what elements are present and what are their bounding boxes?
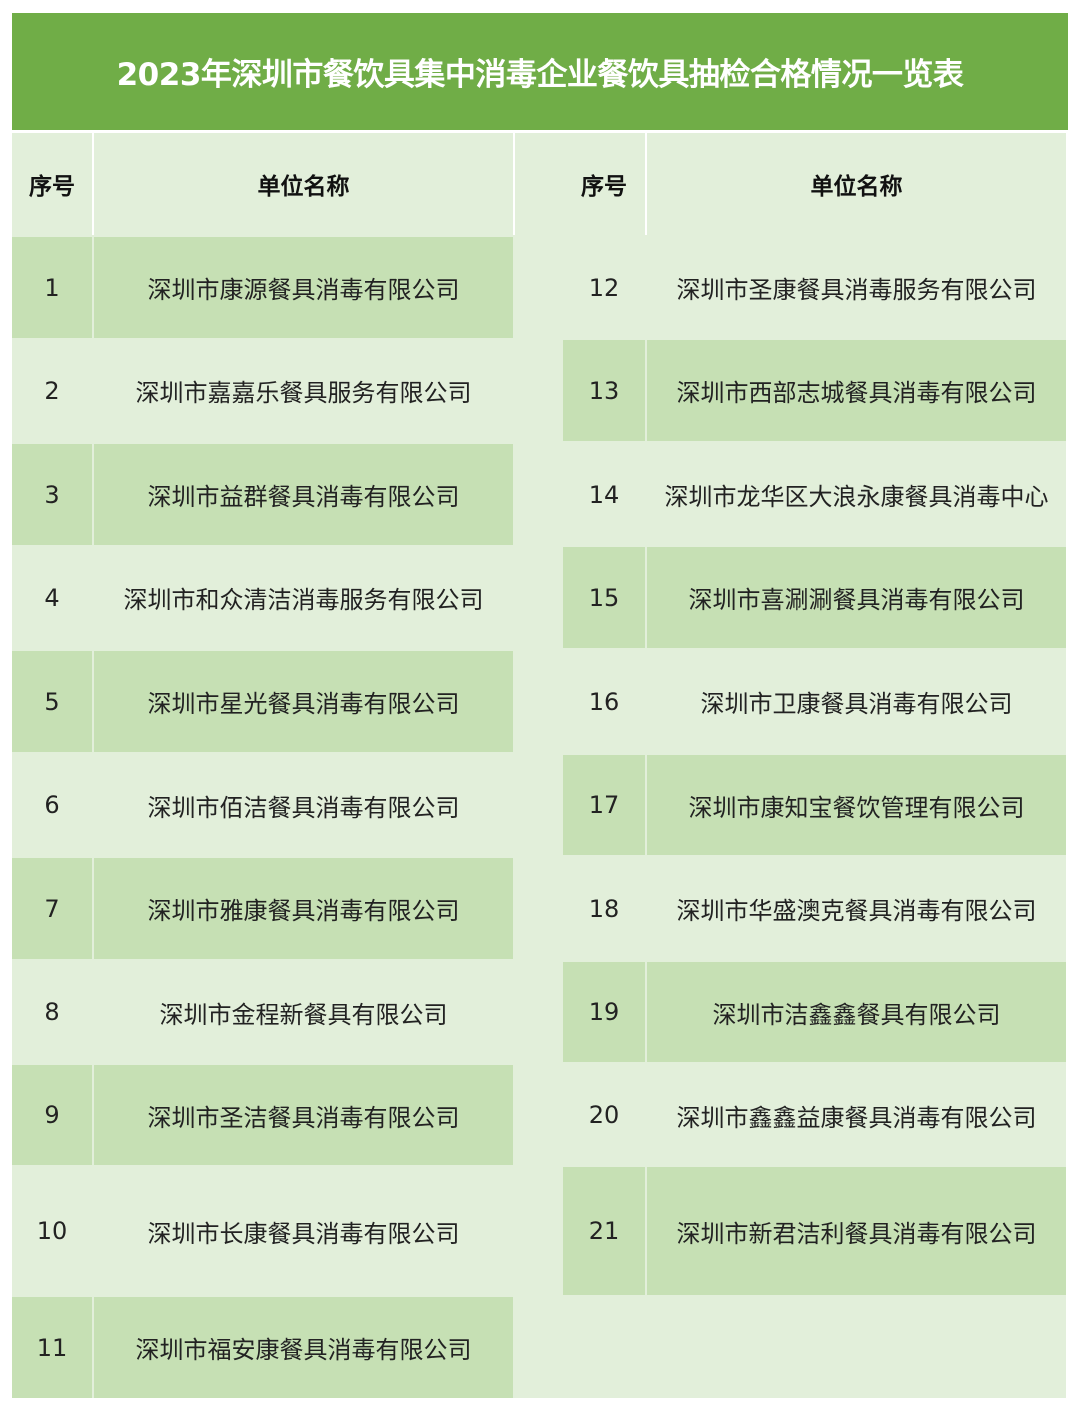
row-company-name: 深圳市新君洁利餐具消毒有限公司 — [647, 1167, 1066, 1295]
header-index-right: 序号 — [581, 174, 627, 200]
row-index: 14 — [563, 444, 645, 545]
divider — [645, 133, 647, 235]
row-index: 10 — [12, 1167, 92, 1295]
row-company-name: 深圳市洁鑫鑫餐具有限公司 — [647, 962, 1066, 1062]
row-company-name: 深圳市圣康餐具消毒服务有限公司 — [647, 237, 1066, 338]
row-company-name: 深圳市西部志城餐具消毒有限公司 — [647, 340, 1066, 441]
row-index: 8 — [12, 962, 92, 1062]
row-company-name: 深圳市嘉嘉乐餐具服务有限公司 — [94, 340, 513, 441]
row-index: 4 — [12, 547, 92, 648]
row-index: 1 — [12, 237, 92, 338]
row-company-name: 深圳市喜涮涮餐具消毒有限公司 — [647, 547, 1066, 648]
row-company-name: 深圳市长康餐具消毒有限公司 — [94, 1167, 513, 1295]
row-index: 9 — [12, 1065, 92, 1165]
row-index: 12 — [563, 237, 645, 338]
header-name-left: 单位名称 — [257, 174, 350, 200]
divider — [513, 133, 515, 235]
header-name-right: 单位名称 — [810, 174, 903, 200]
row-index: 7 — [12, 858, 92, 959]
row-index: 18 — [563, 858, 645, 959]
row-index: 11 — [12, 1297, 92, 1398]
header-index-left: 序号 — [29, 174, 75, 200]
row-index: 16 — [563, 651, 645, 752]
row-company-name: 深圳市鑫鑫益康餐具消毒有限公司 — [647, 1065, 1066, 1165]
row-company-name: 深圳市星光餐具消毒有限公司 — [94, 651, 513, 752]
row-company-name: 深圳市龙华区大浪永康餐具消毒中心 — [647, 444, 1066, 545]
row-company-name: 深圳市金程新餐具有限公司 — [94, 962, 513, 1062]
row-company-name: 深圳市康源餐具消毒有限公司 — [94, 237, 513, 338]
row-index: 19 — [563, 962, 645, 1062]
row-company-name: 深圳市和众清洁消毒服务有限公司 — [94, 547, 513, 648]
row-company-name: 深圳市华盛澳克餐具消毒有限公司 — [647, 858, 1066, 959]
row-index: 15 — [563, 547, 645, 648]
divider — [92, 133, 94, 235]
row-company-name: 深圳市卫康餐具消毒有限公司 — [647, 651, 1066, 752]
row-company-name: 深圳市雅康餐具消毒有限公司 — [94, 858, 513, 959]
row-index: 6 — [12, 755, 92, 855]
row-company-name — [647, 1297, 1066, 1398]
row-company-name: 深圳市康知宝餐饮管理有限公司 — [647, 755, 1066, 855]
row-index: 21 — [563, 1167, 645, 1295]
row-company-name: 深圳市佰洁餐具消毒有限公司 — [94, 755, 513, 855]
row-company-name: 深圳市益群餐具消毒有限公司 — [94, 444, 513, 545]
title-bar: 2023年深圳市餐饮具集中消毒企业餐饮具抽检合格情况一览表 — [12, 13, 1068, 130]
row-index — [563, 1297, 645, 1398]
row-index: 13 — [563, 340, 645, 441]
row-company-name: 深圳市圣洁餐具消毒有限公司 — [94, 1065, 513, 1165]
row-index: 20 — [563, 1065, 645, 1165]
page-title: 2023年深圳市餐饮具集中消毒企业餐饮具抽检合格情况一览表 — [116, 57, 964, 93]
row-index: 5 — [12, 651, 92, 752]
row-index: 2 — [12, 340, 92, 441]
row-company-name: 深圳市福安康餐具消毒有限公司 — [94, 1297, 513, 1398]
row-index: 17 — [563, 755, 645, 855]
row-index: 3 — [12, 444, 92, 545]
